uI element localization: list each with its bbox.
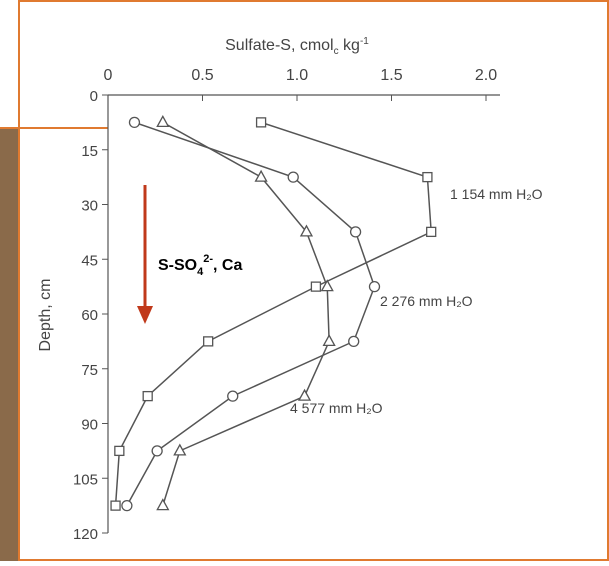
annotation-arrowhead: [137, 306, 153, 324]
marker: [227, 390, 239, 402]
marker: [254, 169, 268, 182]
series-label: 4 577 mm H₂O: [290, 400, 383, 416]
marker: [128, 116, 141, 129]
marker: [151, 445, 163, 457]
series-line: [114, 121, 432, 506]
marker: [368, 280, 381, 293]
frame: [18, 0, 609, 561]
y-tick-label: 75: [81, 362, 98, 379]
marker: [142, 390, 153, 402]
marker: [297, 388, 312, 401]
photo-strip: [0, 128, 20, 561]
marker: [156, 115, 170, 128]
series-line: [126, 121, 376, 506]
marker: [114, 445, 125, 457]
marker: [121, 499, 133, 512]
marker: [310, 281, 322, 292]
y-tick-label: 105: [73, 471, 98, 488]
series-label: 1 154 mm H₂O: [450, 186, 543, 202]
y-tick-label: 30: [81, 198, 98, 215]
annotation: S-SO42-, Ca: [158, 253, 242, 278]
x-tick-label: 1.5: [380, 67, 402, 84]
y-tick-label: 45: [81, 252, 98, 269]
x-tick-label: 2.0: [475, 67, 497, 84]
series-line: [162, 121, 330, 506]
marker: [255, 117, 267, 128]
y-tick-label: 60: [81, 307, 98, 324]
marker: [322, 334, 336, 347]
y-tick-label: 15: [81, 143, 98, 160]
y-tick-label: 120: [73, 526, 98, 543]
x-axis-title: Sulfate-S, cmolc kg-1: [225, 36, 369, 57]
marker: [110, 500, 121, 511]
y-tick-label: 0: [90, 88, 98, 105]
marker: [348, 335, 360, 348]
y-tick-label: 90: [81, 417, 98, 434]
marker: [173, 443, 187, 456]
x-tick-label: 1.0: [286, 67, 308, 84]
marker: [426, 226, 437, 238]
marker: [156, 498, 170, 511]
marker: [203, 336, 214, 347]
marker: [299, 224, 314, 237]
x-tick-label: 0.5: [191, 67, 213, 84]
marker: [422, 171, 433, 183]
marker: [320, 279, 334, 292]
x-tick-label: 0: [104, 67, 113, 84]
marker: [349, 226, 362, 238]
y-axis-title: Depth, cm: [37, 279, 54, 352]
series-label: 2 276 mm H₂O: [380, 293, 473, 309]
marker: [287, 171, 299, 183]
